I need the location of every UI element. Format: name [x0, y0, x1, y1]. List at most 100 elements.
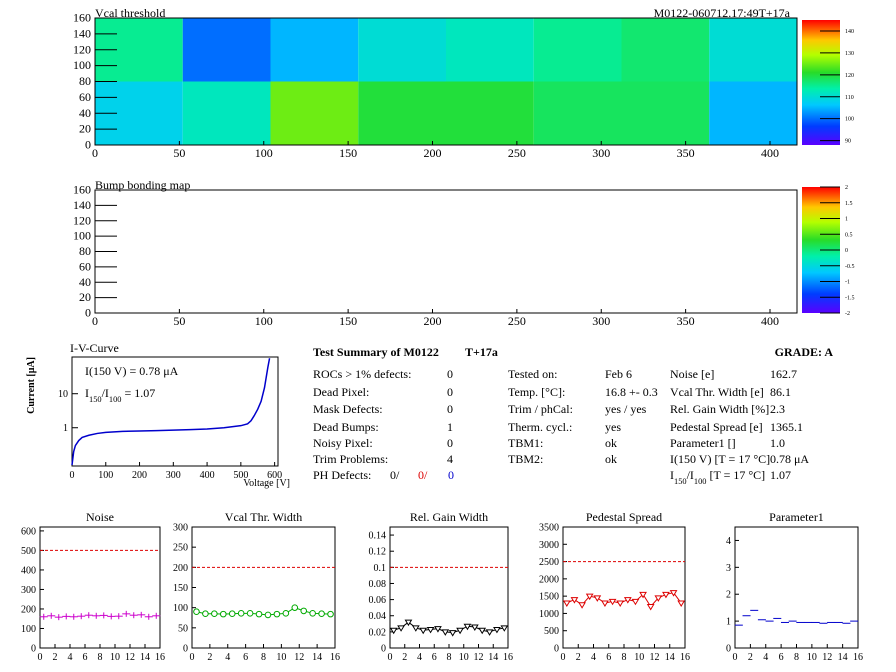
- x-tick-label: 14: [312, 652, 322, 663]
- result-label-part: Pedestal Spread [e]: [670, 420, 763, 434]
- x-tick-label: 10: [276, 652, 286, 663]
- result-label-part: /I: [687, 468, 694, 482]
- y-tick-label: 0: [85, 138, 91, 152]
- marker: [211, 610, 218, 618]
- marker: [228, 610, 236, 618]
- y-tick-label: 4: [726, 536, 731, 547]
- x-tick-label: 200: [424, 314, 442, 328]
- marker-circle: [264, 611, 272, 619]
- summary-title: Test Summary of M0122: [313, 345, 439, 359]
- plot-frame: [39, 526, 161, 649]
- marker: [578, 602, 586, 609]
- x-tick-label: 8: [794, 652, 799, 663]
- y-tick-label: 0: [381, 644, 386, 655]
- marker: [478, 627, 487, 635]
- y-tick-label: 140: [73, 26, 91, 40]
- marker-circle: [246, 610, 254, 617]
- y-tick-label: 20: [79, 122, 91, 136]
- heat-cell: [446, 81, 534, 145]
- defect-label: Noisy Pixel:: [313, 436, 373, 450]
- result-label-part: Noise [e]: [670, 367, 714, 381]
- marker-circle: [300, 607, 308, 615]
- plot-frame: [94, 189, 798, 314]
- y-tick-label: 0: [726, 644, 731, 655]
- y-tick-label: 0.14: [369, 531, 387, 542]
- y-tick-label: 1: [63, 423, 68, 434]
- x-tick-label: 400: [200, 470, 215, 481]
- annotation-part: I(150 V) = 0.78 μA: [85, 364, 179, 378]
- y-tick-label: 3: [726, 563, 731, 574]
- x-tick-label: 50: [173, 146, 185, 160]
- condition-value: ok: [605, 452, 617, 466]
- marker: [129, 612, 138, 619]
- marker-triangle: [426, 626, 435, 634]
- marker: [389, 627, 398, 635]
- condition-value: yes / yes: [605, 402, 647, 416]
- x-tick-label: 0: [92, 146, 98, 160]
- result-label-part: Vcal Thr. Width [e]: [670, 385, 764, 399]
- marker: [456, 627, 464, 635]
- marker: [77, 613, 86, 620]
- y-tick-label: 1500: [539, 592, 559, 603]
- marker-triangle: [470, 624, 479, 631]
- y-tick-label: 80: [79, 244, 91, 258]
- x-tick-label: 350: [677, 146, 695, 160]
- colorbar-tick-label: 0: [845, 248, 848, 254]
- x-tick-label: 350: [677, 314, 695, 328]
- marker-triangle: [456, 627, 464, 635]
- colorbar-tick-label: 110: [845, 95, 854, 101]
- x-tick-label: 400: [761, 314, 779, 328]
- y-tick-label: 3500: [539, 523, 559, 534]
- marker: [318, 610, 325, 618]
- y-tick-label: 100: [73, 58, 91, 72]
- x-tick-label: 50: [173, 314, 185, 328]
- result-value: 0.78 μA: [770, 452, 809, 466]
- plot-frame: [562, 526, 686, 649]
- defect-label: Mask Defects:: [313, 402, 383, 416]
- annotation-part: 100: [109, 395, 122, 404]
- marker: [47, 612, 56, 619]
- result-value: 1.0: [770, 436, 785, 450]
- y-tick-label: 0.08: [369, 579, 387, 590]
- defect-value: 1: [447, 420, 453, 434]
- marker: [69, 613, 78, 620]
- marker-triangle: [500, 625, 509, 632]
- defect-value: 0: [447, 402, 453, 416]
- defect-label: Dead Pixel:: [313, 385, 369, 399]
- x-tick-label: 2: [207, 652, 212, 663]
- condition-label: TBM2:: [508, 452, 543, 466]
- x-tick-label: 150: [339, 146, 357, 160]
- chart-title: Vcal threshold: [95, 6, 165, 20]
- y-tick-label: 0: [31, 644, 36, 655]
- heat-cell: [270, 18, 359, 82]
- defect-label: Trim Problems:: [313, 452, 388, 466]
- condition-value: ok: [605, 436, 617, 450]
- marker: [152, 612, 161, 619]
- marker: [662, 591, 670, 599]
- marker: [623, 597, 632, 604]
- annotation: I(150 V) = 0.78 μA: [85, 364, 179, 378]
- x-tick-label: 12: [294, 652, 304, 663]
- y-tick-label: 160: [73, 183, 91, 197]
- y-tick-label: 1: [726, 617, 731, 628]
- y-tick-label: 2000: [539, 574, 559, 585]
- y-tick-label: 60: [79, 90, 91, 104]
- result-label: Parameter1 []: [670, 436, 736, 450]
- result-value: 86.1: [770, 385, 791, 399]
- marker-circle: [193, 608, 200, 616]
- x-tick-label: 600: [267, 470, 282, 481]
- x-tick-label: 0: [561, 652, 566, 663]
- ph-defects-value: 0/: [390, 468, 400, 482]
- annotation-part: = 1.07: [121, 386, 155, 400]
- marker-triangle: [677, 600, 686, 608]
- x-tick-label: 14: [140, 652, 150, 663]
- marker: [631, 598, 640, 606]
- x-tick-label: 16: [680, 652, 690, 663]
- marker: [448, 630, 457, 637]
- y-tick-label: 0.04: [369, 611, 387, 622]
- marker: [54, 614, 63, 621]
- marker-circle: [273, 610, 281, 618]
- y-tick-label: 100: [173, 603, 188, 614]
- result-value: 1.07: [770, 468, 791, 482]
- x-tick-label: 100: [98, 470, 113, 481]
